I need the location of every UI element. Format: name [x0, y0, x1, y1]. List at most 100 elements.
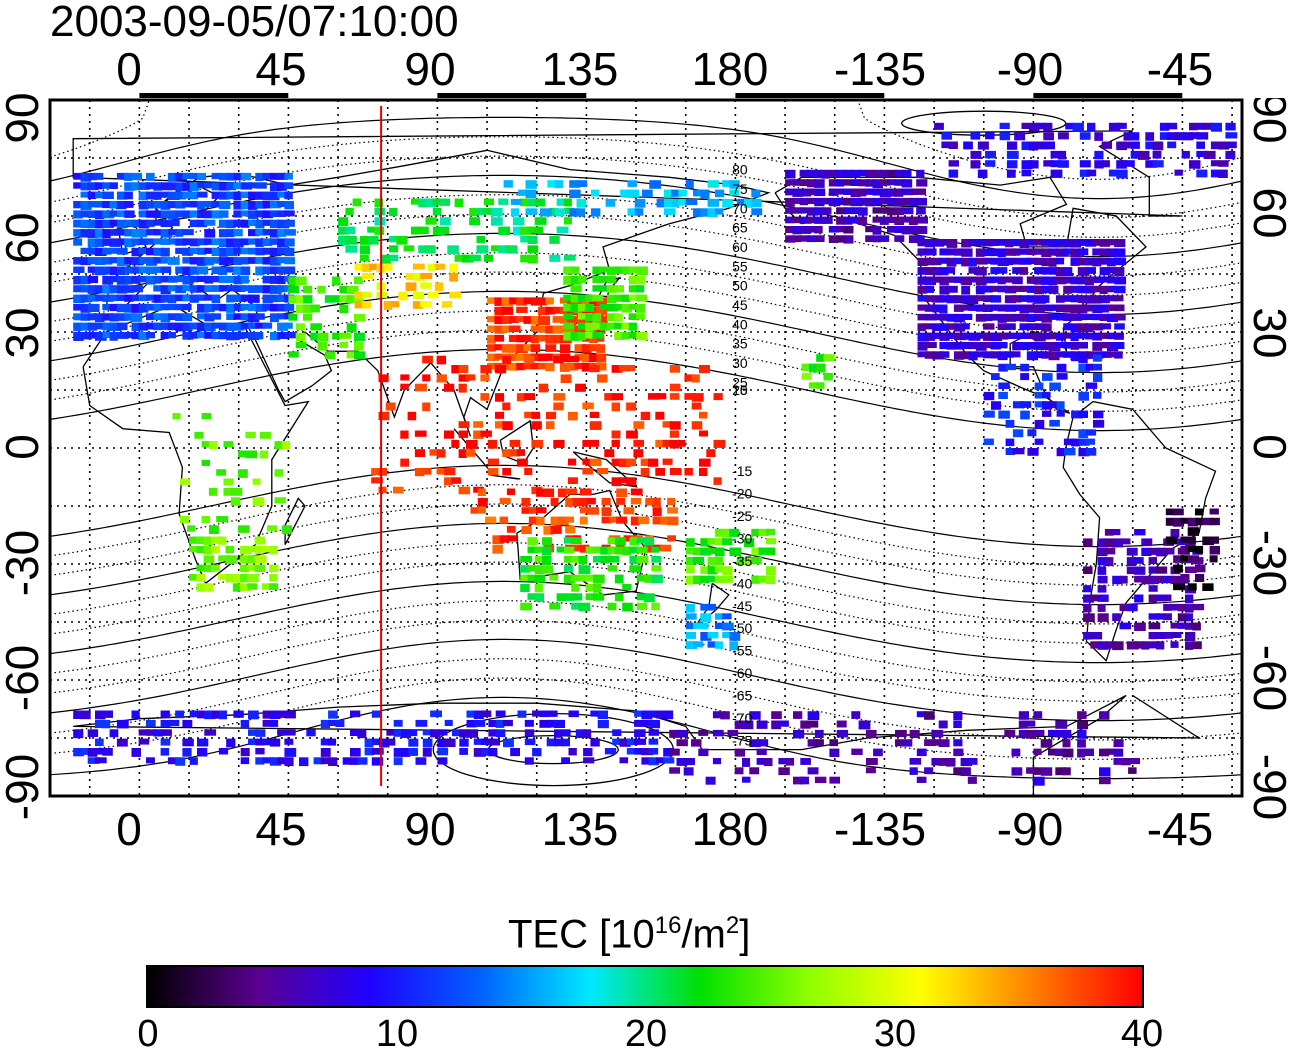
tec-cell — [339, 285, 348, 294]
tec-cell — [95, 210, 105, 219]
tec-cell — [80, 332, 92, 340]
tec-cell — [530, 362, 540, 370]
tec-cell — [1083, 538, 1093, 547]
magnetic-contour — [50, 619, 1242, 702]
tec-cell — [667, 535, 676, 542]
tec-cell — [204, 313, 215, 322]
tec-cell — [1120, 758, 1131, 766]
tec-cell — [939, 323, 949, 331]
tec-cell — [262, 303, 271, 311]
tec-cell — [254, 545, 264, 555]
tec-cell — [618, 365, 631, 372]
tec-cell — [80, 313, 91, 321]
tec-cell — [1019, 304, 1029, 314]
tec-cell — [204, 322, 216, 332]
tec-cell — [607, 546, 619, 554]
tec-cell — [320, 757, 331, 765]
tec-cell — [1056, 373, 1068, 380]
tec-cell — [706, 449, 716, 457]
tec-cell — [444, 430, 455, 439]
bottom-lon-tick: 180 — [691, 803, 769, 855]
tec-cell — [983, 248, 995, 257]
tec-cell — [1173, 508, 1184, 516]
tec-cell — [1048, 239, 1060, 248]
tec-cell — [269, 564, 279, 572]
tec-cell — [570, 275, 582, 285]
tec-cell — [932, 304, 942, 313]
tec-cell — [458, 374, 470, 382]
tec-cell — [73, 172, 83, 180]
tec-cell — [189, 710, 199, 718]
tec-cell — [571, 602, 581, 610]
tec-cell — [545, 325, 554, 334]
tec-cell — [570, 303, 583, 313]
tec-cell — [975, 276, 987, 286]
tec-cell — [707, 632, 719, 639]
tec-cell — [487, 325, 497, 333]
tec-cell — [407, 411, 417, 421]
tec-cell — [571, 593, 583, 601]
tec-cell — [437, 729, 448, 736]
tec-cell — [530, 325, 543, 332]
tec-cell — [444, 738, 456, 747]
tec-cell — [683, 767, 694, 776]
tec-cell — [189, 266, 199, 275]
tec-cell — [499, 535, 510, 543]
tec-cell — [204, 303, 215, 313]
tec-cell — [138, 247, 149, 255]
tec-cell — [1057, 150, 1067, 160]
tec-cell — [589, 334, 598, 343]
tec-cell — [102, 294, 114, 302]
tec-cell — [975, 285, 985, 295]
tec-cell — [516, 458, 528, 467]
tec-cell — [197, 748, 208, 757]
tec-cell — [240, 303, 251, 311]
tec-cell — [1192, 641, 1202, 650]
tec-cell — [591, 208, 601, 217]
tec-cell — [939, 276, 949, 286]
tec-cell — [1092, 257, 1102, 267]
tec-cell — [669, 365, 681, 373]
tec-cell — [627, 180, 637, 188]
tec-cell — [80, 294, 93, 303]
tec-cell — [204, 229, 216, 238]
tec-cell — [939, 295, 950, 303]
tec-cell — [1063, 351, 1076, 358]
contour-label: 65 — [732, 220, 748, 236]
tec-cell — [447, 245, 459, 255]
tec-cell — [729, 528, 740, 537]
tec-cell — [1041, 285, 1053, 293]
tec-cell — [941, 132, 952, 140]
contour-label: 35 — [732, 336, 748, 352]
tec-cell — [614, 322, 626, 330]
tec-cell — [527, 593, 538, 600]
tec-cell — [614, 303, 623, 311]
tec-cell — [990, 239, 999, 246]
tec-cell — [792, 179, 801, 186]
tec-cell — [621, 332, 630, 340]
tec-cell — [410, 198, 423, 205]
tec-cell — [1004, 239, 1013, 248]
tec-cell — [277, 332, 289, 339]
tec-cell — [153, 238, 164, 245]
tec-cell — [1152, 160, 1164, 168]
tec-cell — [1026, 276, 1037, 284]
tec-cell — [225, 555, 238, 564]
tec-cell — [124, 313, 136, 321]
tec-cell — [252, 478, 261, 485]
tec-cell — [1155, 566, 1168, 574]
tec-cell — [1048, 729, 1057, 737]
tec-cell — [102, 182, 111, 189]
tec-cell — [652, 507, 662, 517]
tec-cell — [332, 295, 342, 303]
tec-cell — [328, 738, 337, 746]
tec-cell — [756, 739, 769, 747]
tec-cell — [1085, 257, 1095, 266]
tec-cell — [587, 507, 599, 515]
tec-cell — [582, 458, 592, 465]
tec-cell — [1218, 169, 1228, 178]
tec-cell — [175, 757, 186, 766]
tec-cell — [953, 748, 964, 757]
tec-cell — [828, 179, 839, 187]
tec-cell — [961, 276, 972, 286]
